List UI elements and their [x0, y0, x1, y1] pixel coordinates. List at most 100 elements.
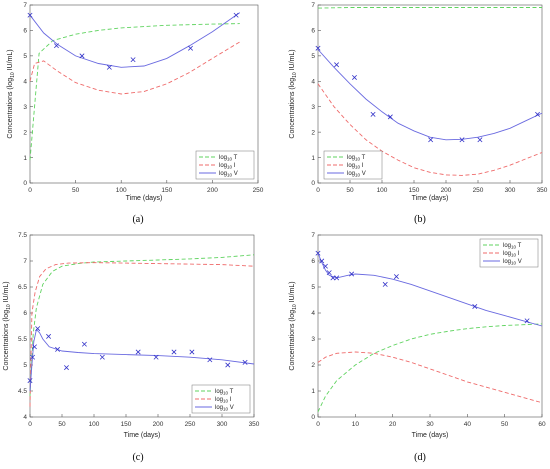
y-axis-label-c: Concentrations (log10 IU/mL) [3, 281, 12, 370]
legend-entry: log10 V [347, 171, 366, 178]
data-point [370, 111, 376, 117]
x-tick-label: 250 [185, 421, 196, 428]
data-point [242, 359, 248, 365]
data-point [53, 43, 59, 49]
data-point [315, 45, 321, 51]
data-point [326, 270, 332, 276]
legend-entry: log10 T [215, 389, 234, 396]
series-c [27, 254, 255, 407]
data-point [153, 354, 159, 360]
y-tick-label: 2 [311, 129, 315, 136]
y-tick-label: 5 [311, 284, 315, 291]
y-tick-label: 2 [311, 362, 315, 369]
data-point [27, 378, 33, 384]
x-tick-label: 200 [207, 187, 218, 194]
y-tick-label: 7 [23, 258, 27, 265]
axes-b: 0 50 100 150 200 250 300 350 0 1 2 3 4 5 6 7 [311, 2, 547, 194]
data-point [207, 357, 213, 363]
y-tick-label: 0 [311, 180, 315, 187]
y-tick-label: 5 [311, 53, 315, 60]
y-tick-label: 4.5 [18, 388, 27, 395]
y-tick-label: 0 [23, 180, 27, 187]
data-point [393, 274, 399, 280]
data-point [79, 53, 85, 59]
panel-label-b: (b) [414, 214, 426, 225]
legend-entry: log10 T [219, 155, 238, 162]
legend-entry: log10 T [503, 243, 522, 250]
series-a [27, 12, 241, 161]
data-point [130, 57, 136, 63]
x-tick-label: 50 [72, 187, 80, 194]
x-tick-label: 200 [441, 187, 452, 194]
y-tick-label: 4 [23, 78, 27, 85]
y-tick-label: 7 [311, 232, 315, 239]
y-tick-label: 7 [23, 2, 27, 9]
x-tick-label: 250 [253, 187, 264, 194]
y-tick-label: 6 [311, 28, 315, 35]
data-point [55, 346, 61, 352]
data-point [477, 137, 483, 143]
data-point [535, 111, 541, 117]
data-point [30, 354, 36, 360]
data-point [334, 62, 340, 68]
y-tick-label: 2 [23, 129, 27, 136]
series-line-log10-v [317, 49, 543, 141]
data-point [524, 318, 530, 324]
panel-label-a: (a) [132, 214, 143, 225]
panel-label-c: (c) [132, 452, 143, 463]
x-tick-label: 0 [28, 421, 32, 428]
axes-a: 0 50 100 150 200 250 0 1 2 3 4 5 6 7 [23, 2, 263, 194]
x-tick-label: 150 [121, 421, 132, 428]
x-tick-label: 250 [473, 187, 484, 194]
data-point [334, 275, 340, 281]
data-point [349, 271, 355, 277]
y-tick-label: 7.5 [18, 232, 27, 239]
legend-entry: log10 I [215, 397, 232, 404]
y-axis-label-b: Concentrations (log10 IU/mL) [289, 49, 298, 138]
data-point [315, 250, 321, 256]
y-axis-label-a: Concentrations (log10 IU/mL) [7, 49, 16, 138]
y-tick-label: 3 [23, 104, 27, 111]
series-line-log10-i [29, 41, 241, 95]
data-point [382, 281, 388, 287]
legend-entry: log10 I [347, 163, 364, 170]
x-tick-label: 350 [249, 421, 260, 428]
legend-entry: log10 I [219, 163, 236, 170]
y-tick-label: 3 [311, 336, 315, 343]
x-tick-label: 10 [352, 421, 360, 428]
y-tick-label: 6 [23, 28, 27, 35]
data-point [330, 275, 336, 281]
data-point [387, 114, 393, 120]
x-tick-label: 0 [28, 187, 32, 194]
data-point [233, 12, 239, 18]
data-point [63, 365, 69, 371]
x-tick-label: 40 [464, 421, 472, 428]
x-tick-label: 100 [89, 421, 100, 428]
y-tick-label: 4 [311, 78, 315, 85]
x-axis-label-b: Time (days) [412, 195, 449, 202]
data-point [319, 258, 325, 264]
x-tick-label: 150 [409, 187, 420, 194]
series-line-log10-t [29, 23, 240, 161]
series-line-log10-t [317, 323, 543, 412]
x-tick-label: 50 [501, 421, 509, 428]
x-tick-label: 100 [116, 187, 127, 194]
y-tick-label: 5 [23, 53, 27, 60]
x-tick-label: 300 [505, 187, 516, 194]
x-tick-label: 300 [217, 421, 228, 428]
x-tick-label: 150 [161, 187, 172, 194]
chart-panel-c: 0 50 100 150 200 250 300 350 4 4.5 5 5.5 6 6.5 7 7.5 lo… [3, 232, 260, 463]
legend-entry: log10 I [503, 251, 520, 258]
x-axis-label-c: Time (days) [124, 432, 161, 439]
data-point [428, 137, 434, 143]
legend-entry: log10 T [347, 155, 366, 162]
y-tick-label: 5 [23, 362, 27, 369]
y-tick-label: 3 [311, 104, 315, 111]
x-tick-label: 0 [316, 421, 320, 428]
